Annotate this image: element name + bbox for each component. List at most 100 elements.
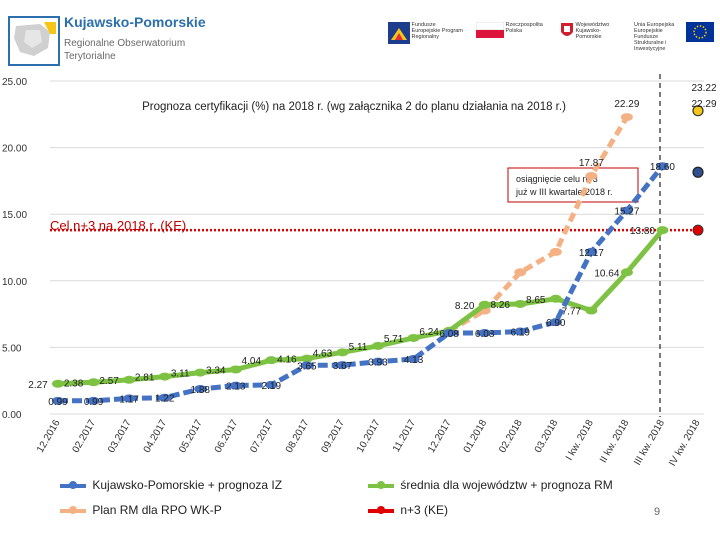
kujawsko-data-label: 1.88 [190,385,210,396]
x-ticks: 12.2016 02.2017 03.2017 04.2017 05.2017 06.20… [35,418,703,469]
x-tick-label: 12.2016 [35,418,63,455]
srednia-point [478,300,491,309]
goal-annotation: Cel n+3 na 2018 r. (KE) [50,218,186,233]
x-tick-label: 03.2018 [533,418,561,455]
kujawsko-point [300,361,313,370]
kujawsko-data-label: 6.90 [546,318,566,329]
kujawsko-data-label: 3.93 [368,358,388,369]
legend-item-kujawsko: Kujawsko-Pomorskie + prognoza IZ [60,478,282,492]
x-tick-label: 01.2018 [462,418,490,455]
y-tick-label: 20.00 [2,144,27,155]
header: Kujawsko-Pomorskie Regionalne Obserwator… [0,0,720,72]
kujawsko-point [194,384,207,393]
x-tick-label: 02.2017 [71,418,99,455]
srednia-data-label: 2.27 [28,380,48,391]
series-layer [52,105,704,405]
n3-point [692,224,704,236]
plan-data-label: 17.87 [579,158,604,169]
legend-label-n3: n+3 (KE) [400,503,449,517]
srednia-point [407,333,420,342]
logo-subtitle-line2: Terytorialne [64,51,116,62]
kujawsko-point [549,318,562,327]
kujawsko-point [158,393,171,402]
region-flag-icon [8,16,60,66]
poland-logo-text: Rzeczpospolita Polska [505,22,543,34]
srednia-data-label: 8.65 [526,295,546,306]
srednia-data-label: 8.20 [455,301,475,312]
x-tick-label: II kw. 2018 [598,418,632,465]
kujawsko-data-label: 2.19 [262,381,282,392]
srednia-data-label: 4.63 [313,348,333,359]
srednia-point [194,368,207,377]
kujawsko-data-label: 0.99 [48,397,68,408]
kujawsko-data-label: 18.60 [650,162,675,173]
srednia-data-label: 2.81 [135,373,155,384]
x-tick-label: 08.2017 [284,418,312,455]
kujawsko-data-label: 12.17 [579,248,604,259]
srednia-point [123,375,136,384]
legend-item-plan: Plan RM dla RPO WK-P [60,503,222,517]
srednia-data-label: 10.64 [594,268,619,279]
srednia-data-label: 13.80 [630,226,655,237]
kujawsko-data-label: 1.17 [119,394,139,405]
srednia-data-label: 3.34 [206,366,226,377]
srednia-point [300,354,313,363]
kujawsko-point [265,380,278,389]
callout-text-line2: już w III kwartale 2018 r. [515,187,613,197]
kujawsko-data-label: 15.27 [614,207,639,218]
kujawsko-point [443,329,456,338]
srednia-point [229,365,242,374]
eu-flag-logo-text: Unia Europejska Europejskie Fundusze Str… [634,22,675,52]
eu-flag-logo: Unia Europejska Europejskie Fundusze Str… [634,22,718,56]
kujawsko-point [52,396,64,405]
srednia-point [265,356,278,365]
kujawsko-point [372,357,384,366]
chart-area: 0.00 5.00 10.00 15.00 20.00 25.00 12.2016 02.2… [2,74,717,469]
x-tick-label: 11.2017 [391,418,418,455]
plan-point [620,113,633,122]
plan-line [447,115,630,334]
x-tick-label: 10.2017 [355,418,383,455]
plan-data-label: 22.29 [614,99,639,110]
eu-funds-logo: Fundusze Europejskie Program Regionalny [388,22,468,56]
kujawsko-point [656,162,669,171]
eu-flag-icon [685,22,714,42]
srednia-point [585,306,598,315]
srednia-point [620,268,633,277]
x-tick-label: 12.2017 [426,418,454,455]
kujawsko-data-label: 6.08 [439,329,459,340]
top-point-2 [692,166,704,178]
logo-title: Kujawsko-Pomorskie [64,14,206,30]
legend-line-n3 [368,505,394,514]
kujawsko-point [87,396,100,405]
kujawsko-point [229,381,242,390]
voivodeship-logo: Województwo Kujawsko-Pomorskie [560,22,630,56]
kujawsko-point [478,329,491,338]
srednia-data-label: 7.77 [562,307,582,318]
x-tick-label: 04.2017 [142,418,170,455]
srednia-point [372,341,384,350]
x-tick-label: I kw. 2018 [564,418,596,463]
kujawsko-data-label: 3.67 [333,361,353,372]
eu-funds-logo-text: Fundusze Europejskie Program Regionalny [411,22,463,40]
srednia-data-label: 2.38 [64,378,84,389]
srednia-data-label: 6.24 [419,327,439,338]
logo-subtitle-line1: Regionalne Obserwatorium [64,38,186,49]
plan-point [585,171,598,180]
srednia-point [549,294,562,303]
legend-label-kujawsko: Kujawsko-Pomorskie + prognoza IZ [92,478,283,492]
data-labels-layer: 0.99 0.99 1.17 1.22 1.88 2.13 2.19 3.65 3.67 3.93… [28,99,675,408]
top-value-label-2: 22.29 [691,99,716,110]
srednia-point [336,348,349,357]
plan-point [549,247,562,256]
srednia-data-label: 5.11 [349,342,368,353]
srednia-data-label: 5.71 [384,334,404,345]
x-tick-label: 07.2017 [248,418,276,455]
x-tick-label: 06.2017 [213,418,241,455]
kujawsko-point [620,206,633,215]
kujawsko-point [514,327,527,336]
poland-logo: Rzeczpospolita Polska [476,22,556,56]
srednia-data-label: 3.11 [171,369,190,380]
top-point-1 [692,105,704,117]
x-tick-label: 02.2018 [497,418,525,455]
